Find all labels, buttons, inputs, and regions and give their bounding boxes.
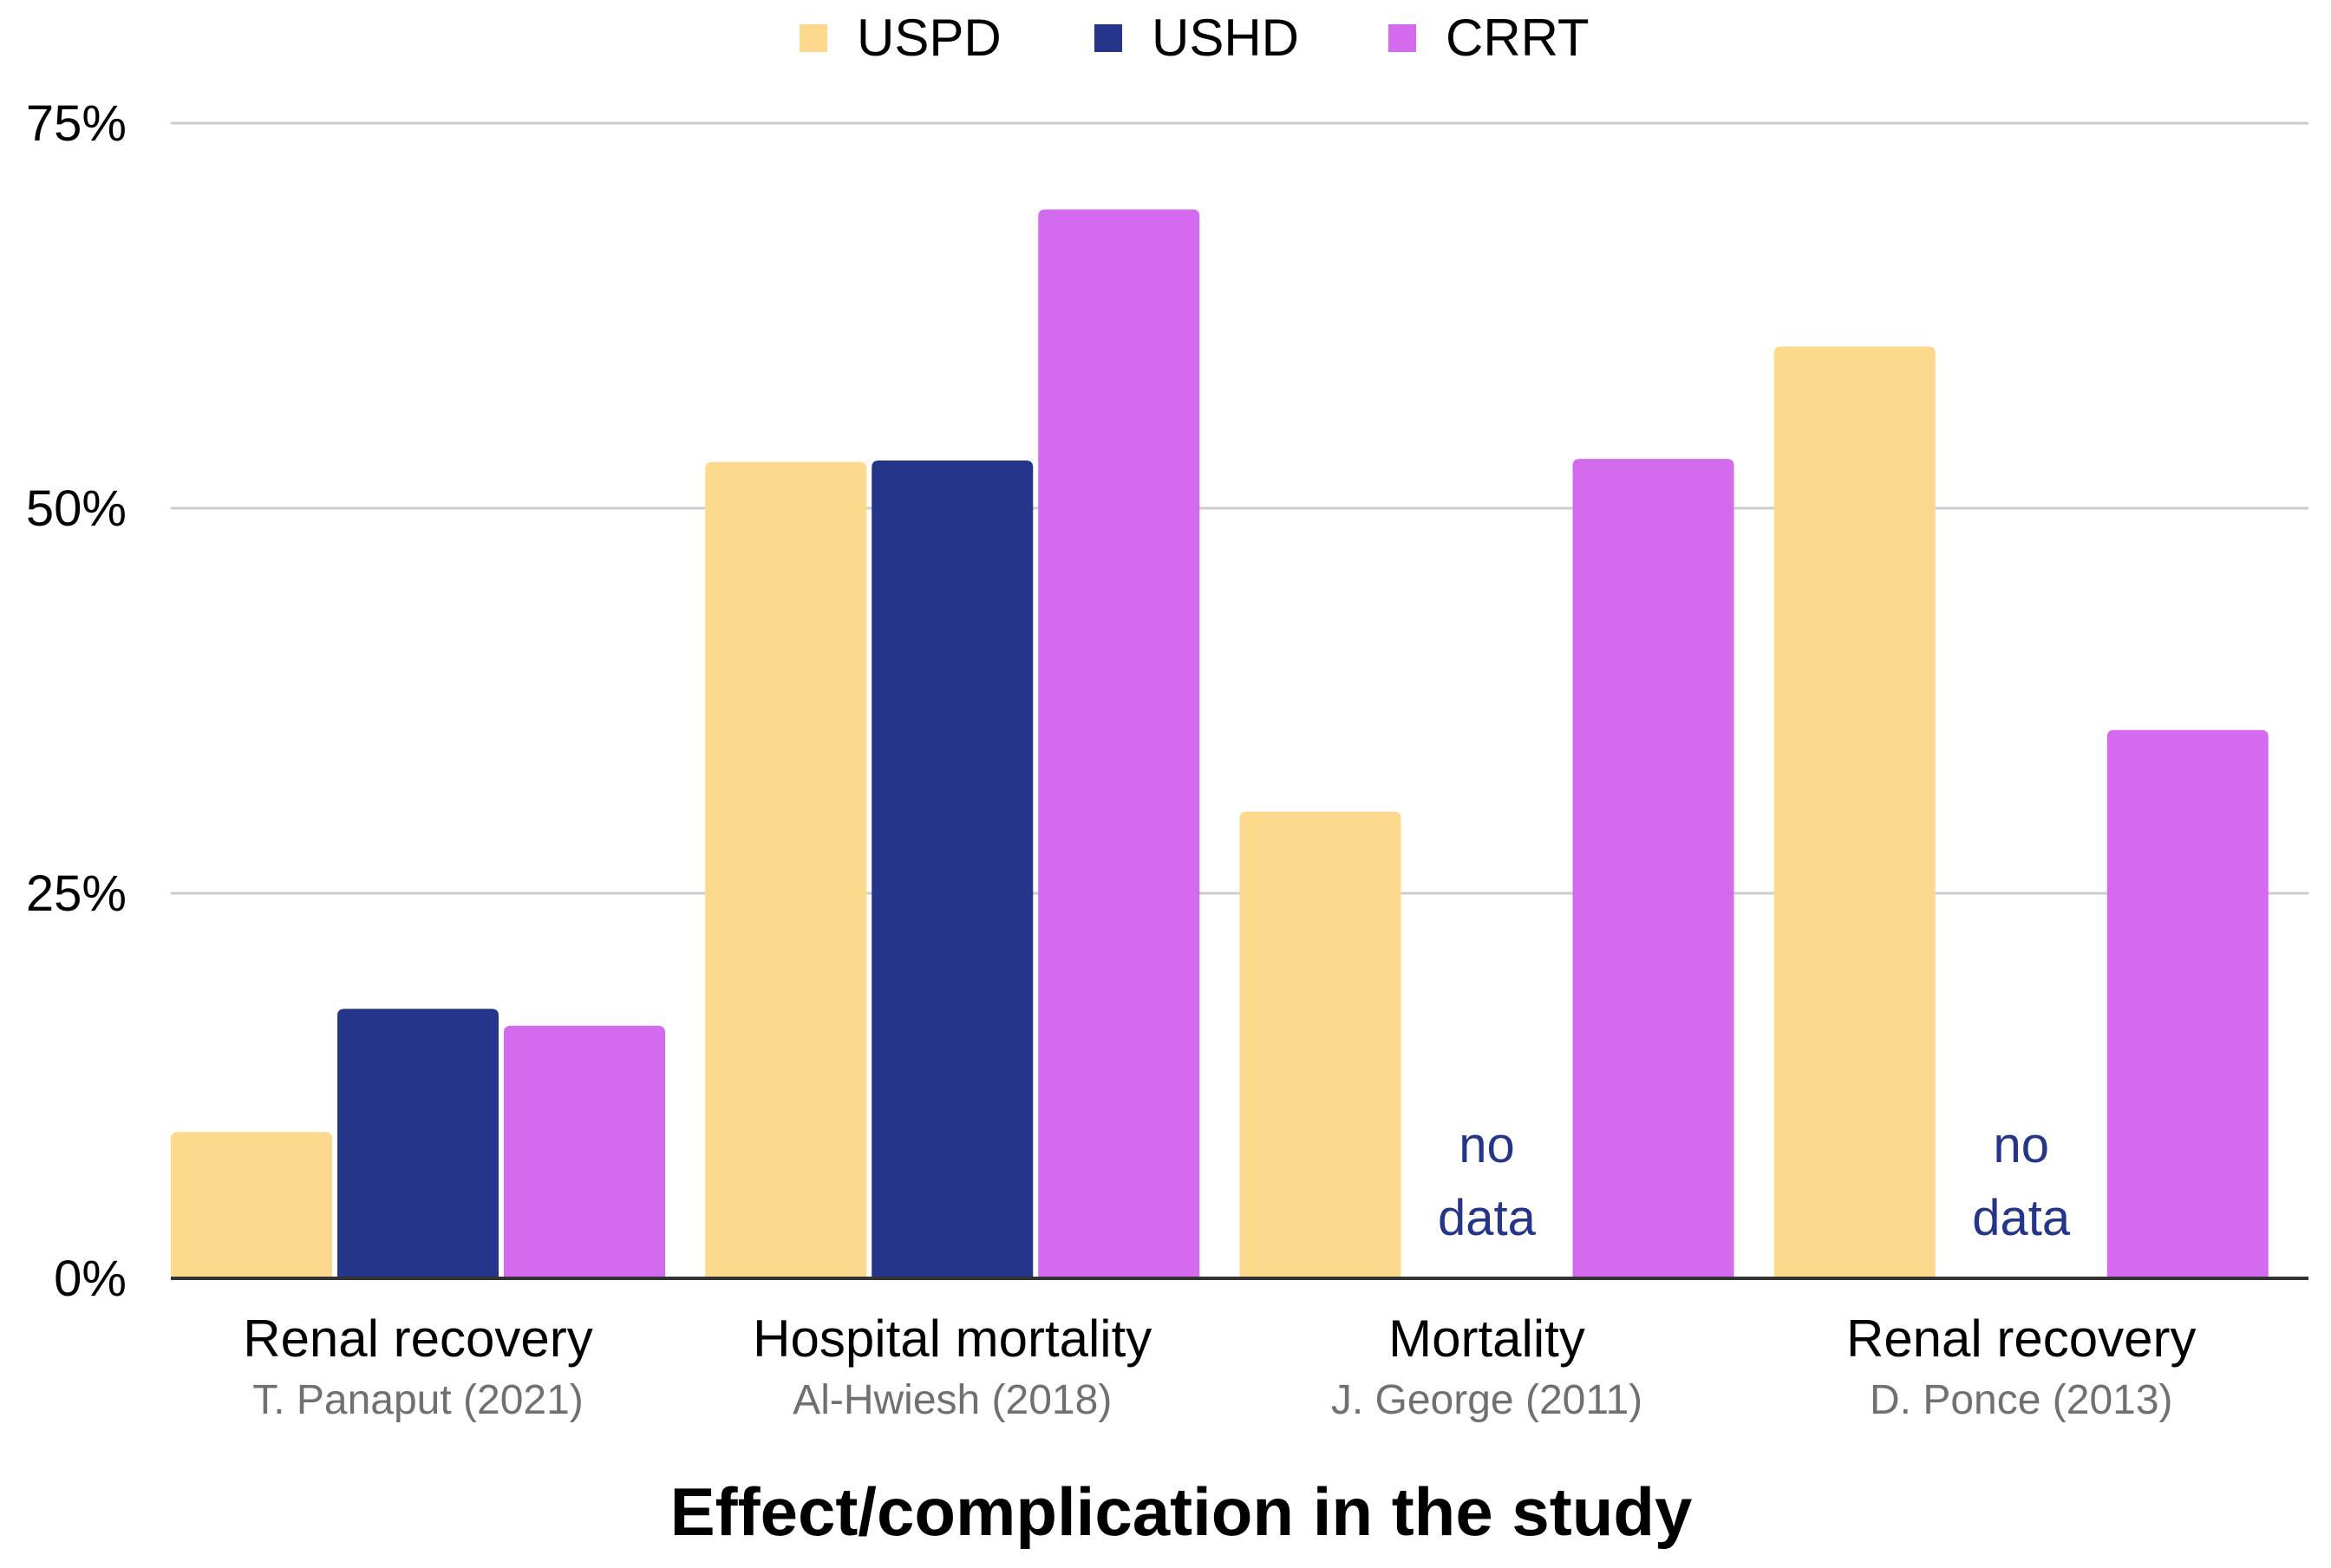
legend-swatch-uspd	[800, 24, 827, 52]
x-category-label: Renal recovery	[243, 1310, 593, 1368]
x-category-sublabel: T. Panaput (2021)	[252, 1377, 584, 1423]
x-category-label: Hospital mortality	[753, 1310, 1152, 1368]
no-data-label: no	[1459, 1117, 1515, 1173]
legend-label-ushd: USHD	[1152, 9, 1299, 67]
bar-crrt	[2106, 729, 2269, 1278]
no-data-label: no	[1993, 1117, 2049, 1173]
x-category-sublabel: Al-Hwiesh (2018)	[793, 1377, 1112, 1423]
bar-crrt	[1038, 209, 1200, 1278]
bar-uspd	[1239, 811, 1401, 1278]
bar-ushd	[872, 460, 1034, 1278]
y-tick-label: 50%	[26, 480, 127, 537]
x-category-sublabel: D. Ponce (2013)	[1870, 1377, 2173, 1423]
no-data-label: data	[1438, 1190, 1537, 1246]
legend-label-uspd: USPD	[857, 9, 1002, 67]
legend-label-crrt: CRRT	[1446, 9, 1590, 67]
bar-crrt	[504, 1025, 665, 1278]
y-tick-label: 0%	[54, 1251, 127, 1307]
legend-swatch-ushd	[1094, 24, 1122, 52]
no-data-label: data	[1972, 1190, 2071, 1246]
legend-swatch-crrt	[1388, 24, 1416, 52]
y-tick-label: 75%	[26, 95, 127, 152]
bar-ushd	[337, 1009, 499, 1278]
y-tick-label: 25%	[26, 866, 127, 922]
bar-uspd	[171, 1132, 332, 1278]
x-axis-title: Effect/complication in the study	[670, 1473, 1693, 1550]
bar-uspd	[705, 461, 867, 1278]
bar-crrt	[1572, 459, 1734, 1278]
x-category-label: Mortality	[1388, 1310, 1585, 1368]
bar-uspd	[1773, 346, 1936, 1278]
x-category-sublabel: J. George (2011)	[1331, 1377, 1642, 1423]
x-category-label: Renal recovery	[1846, 1310, 2197, 1368]
